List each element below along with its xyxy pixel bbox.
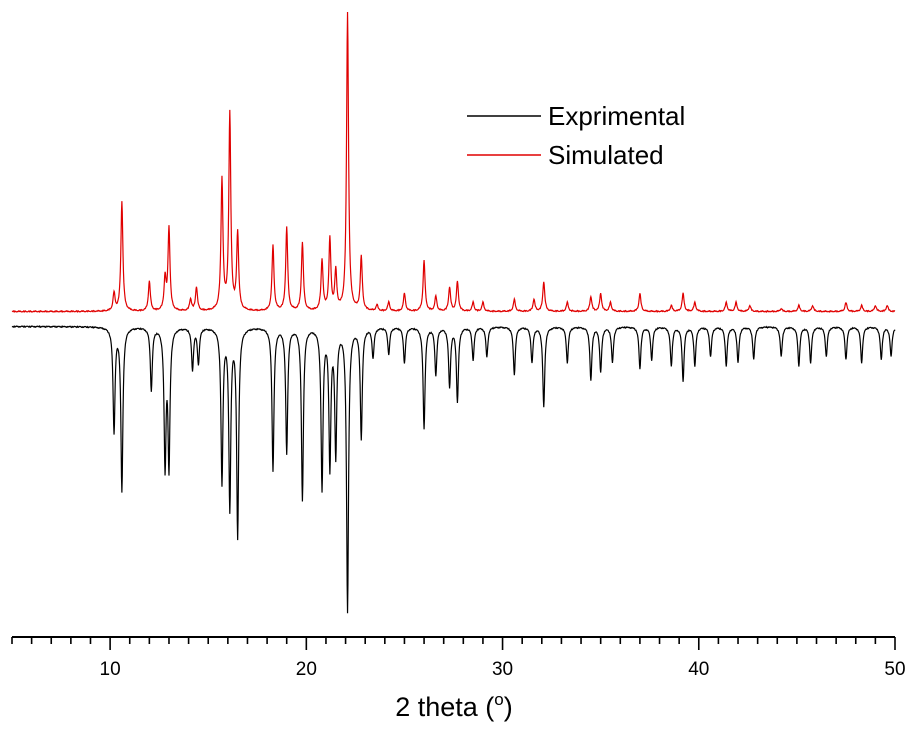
x-tick-label: 30 [492, 659, 513, 680]
series-line-exprimental [11, 325, 896, 614]
x-tick-label: 50 [884, 659, 905, 680]
x-axis-title-text: 2 theta ( [395, 692, 494, 722]
x-tick-label: 40 [688, 659, 709, 680]
x-tick-label: 20 [296, 659, 317, 680]
x-axis-title: 2 theta (o) [395, 690, 513, 722]
legend-label-simulated: Simulated [548, 140, 664, 170]
x-axis-ticks: 10 20 30 40 50 [11, 637, 906, 680]
legend: Exprimental Simulated [467, 101, 685, 170]
x-tick-label: 10 [100, 659, 121, 680]
x-axis: 10 20 30 40 50 [11, 636, 906, 680]
x-axis-title-superscript: o [494, 690, 503, 709]
series-layer [11, 11, 896, 614]
x-axis-title-suffix: ) [504, 692, 513, 722]
series-line-simulated [11, 11, 896, 314]
legend-label-exprimental: Exprimental [548, 101, 685, 131]
